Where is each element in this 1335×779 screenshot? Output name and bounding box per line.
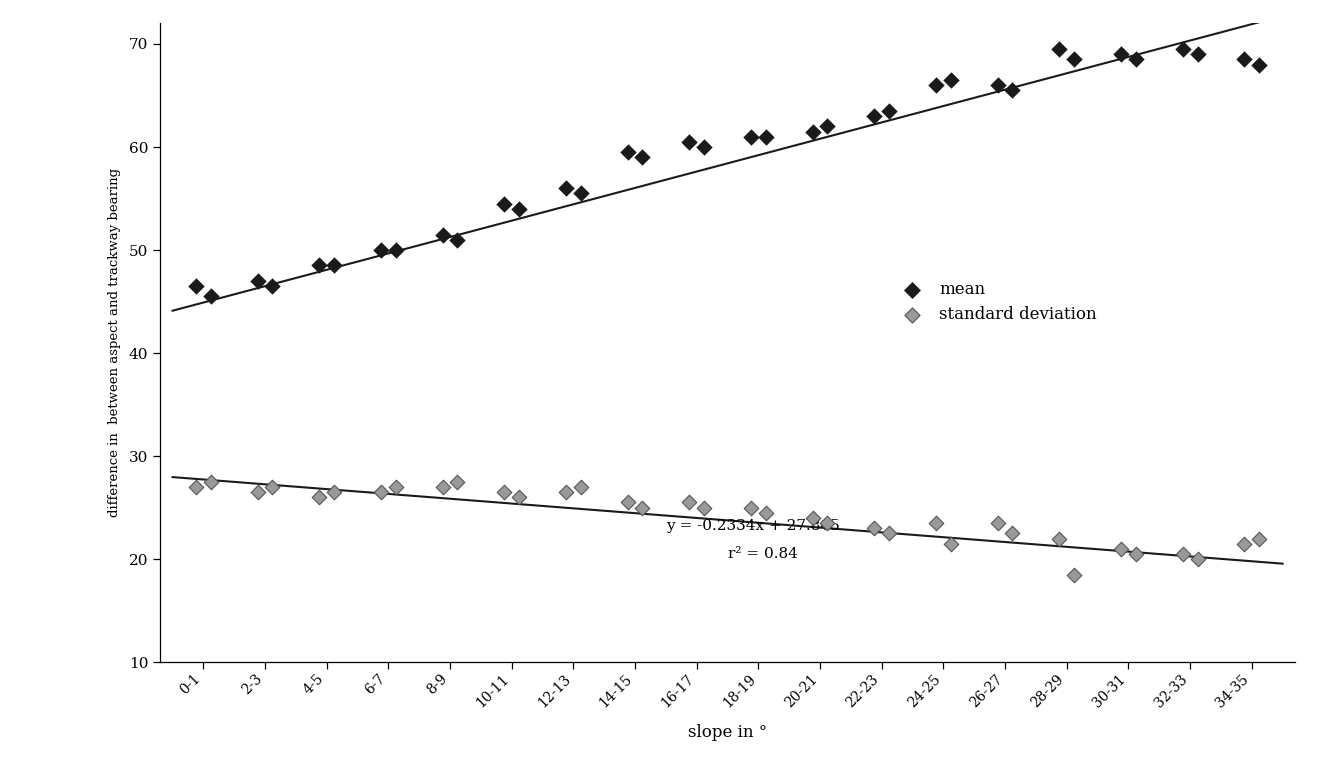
- Point: [678, 496, 700, 509]
- Point: [509, 491, 530, 503]
- Point: [1172, 548, 1193, 560]
- Point: [940, 538, 961, 550]
- Point: [384, 244, 406, 256]
- Point: [186, 481, 207, 493]
- Point: [262, 481, 283, 493]
- Point: [987, 516, 1008, 529]
- Point: [1234, 538, 1255, 550]
- Point: [1125, 53, 1147, 65]
- Point: [878, 527, 900, 540]
- Point: [1248, 532, 1270, 545]
- Point: [384, 481, 406, 493]
- Point: [817, 120, 838, 132]
- Point: [555, 182, 577, 195]
- Point: [1172, 43, 1193, 55]
- Point: [693, 141, 714, 153]
- Text: r² = 0.84: r² = 0.84: [728, 547, 797, 561]
- Point: [693, 502, 714, 514]
- Legend: mean, standard deviation: mean, standard deviation: [889, 274, 1104, 330]
- Point: [570, 481, 591, 493]
- Point: [678, 136, 700, 148]
- Point: [940, 74, 961, 86]
- Point: [864, 110, 885, 122]
- Point: [200, 476, 222, 488]
- Point: [308, 259, 330, 272]
- Point: [1234, 53, 1255, 65]
- Point: [370, 486, 391, 499]
- Point: [555, 486, 577, 499]
- Point: [631, 151, 653, 164]
- X-axis label: slope in °: slope in °: [688, 724, 768, 741]
- Text: y = -0.2334x + 27.845: y = -0.2334x + 27.845: [666, 520, 840, 534]
- Point: [247, 486, 268, 499]
- Point: [570, 187, 591, 199]
- Point: [741, 502, 762, 514]
- Point: [308, 491, 330, 503]
- Point: [494, 486, 515, 499]
- Point: [802, 125, 824, 138]
- Point: [1111, 543, 1132, 555]
- Point: [200, 290, 222, 302]
- Point: [262, 280, 283, 292]
- Point: [1064, 53, 1085, 65]
- Point: [617, 146, 638, 158]
- Y-axis label: difference in  between aspect and trackway bearing: difference in between aspect and trackwa…: [108, 168, 120, 517]
- Point: [186, 280, 207, 292]
- Point: [433, 481, 454, 493]
- Point: [1001, 84, 1023, 97]
- Point: [1001, 527, 1023, 540]
- Point: [1187, 553, 1208, 566]
- Point: [323, 486, 344, 499]
- Point: [925, 79, 947, 91]
- Point: [1111, 48, 1132, 61]
- Point: [494, 197, 515, 210]
- Point: [864, 522, 885, 534]
- Point: [631, 502, 653, 514]
- Point: [1064, 569, 1085, 581]
- Point: [1049, 532, 1071, 545]
- Point: [447, 234, 469, 246]
- Point: [370, 244, 391, 256]
- Point: [925, 516, 947, 529]
- Point: [987, 79, 1008, 91]
- Point: [756, 130, 777, 143]
- Point: [509, 203, 530, 215]
- Point: [878, 104, 900, 117]
- Point: [617, 496, 638, 509]
- Point: [1187, 48, 1208, 61]
- Point: [433, 228, 454, 241]
- Point: [447, 476, 469, 488]
- Point: [247, 275, 268, 287]
- Point: [323, 259, 344, 272]
- Point: [756, 506, 777, 519]
- Point: [741, 130, 762, 143]
- Point: [802, 512, 824, 524]
- Point: [1248, 58, 1270, 71]
- Point: [1125, 548, 1147, 560]
- Point: [817, 516, 838, 529]
- Point: [1049, 43, 1071, 55]
